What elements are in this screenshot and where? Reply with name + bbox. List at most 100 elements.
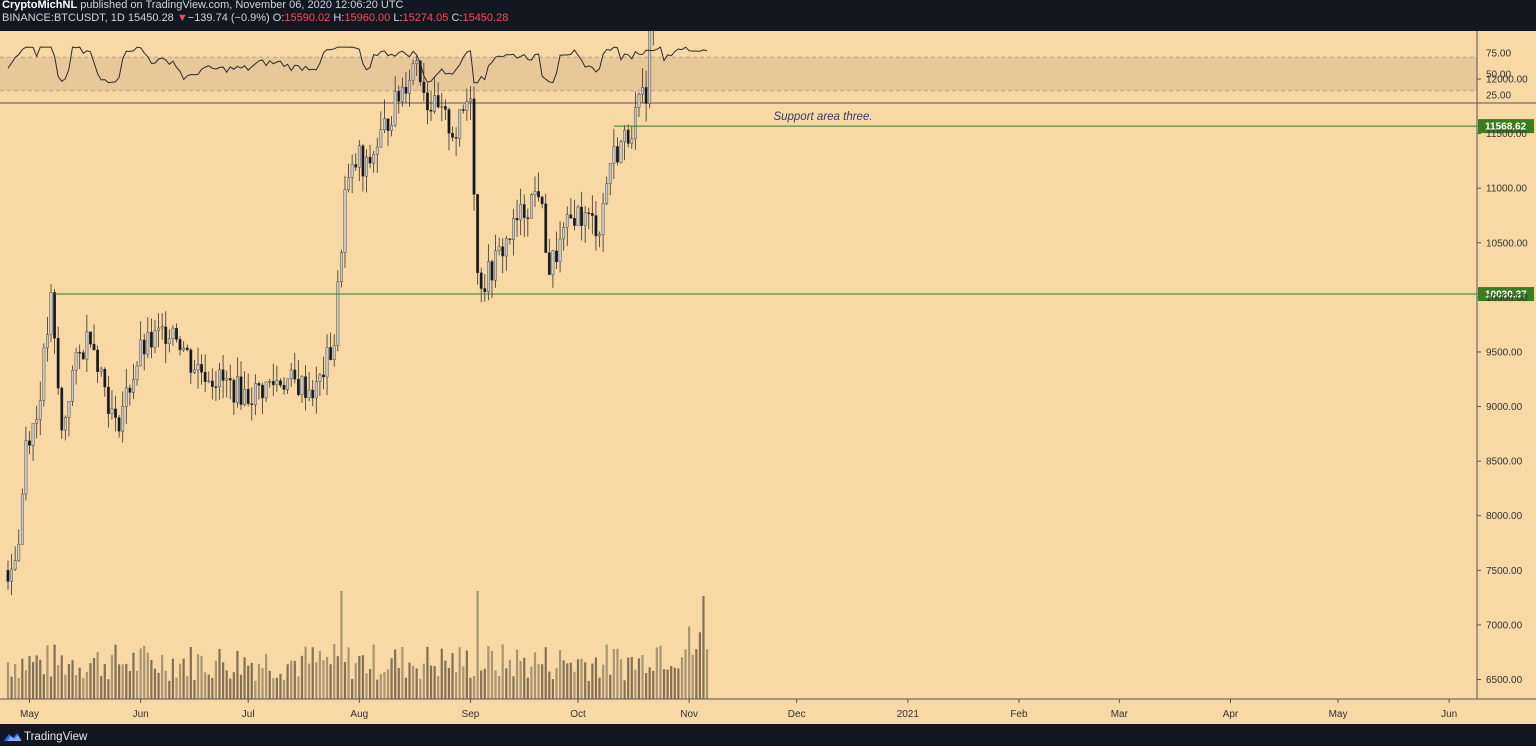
candle-body xyxy=(379,129,383,148)
volume-bar xyxy=(537,663,540,699)
volume-bar xyxy=(254,680,257,699)
author-name[interactable]: CryptoMichNL xyxy=(2,0,78,11)
volume-bar xyxy=(390,658,393,699)
candle-body xyxy=(271,381,275,386)
tradingview-logo-icon[interactable] xyxy=(4,731,22,743)
volume-bar xyxy=(261,668,264,699)
volume-bar xyxy=(526,677,529,699)
volume-bar xyxy=(569,662,572,699)
volume-bar xyxy=(584,662,587,699)
volume-bar xyxy=(164,670,167,699)
candle-body xyxy=(329,347,333,361)
candle-body xyxy=(393,90,397,126)
volume-bar xyxy=(49,676,53,699)
volume-bar xyxy=(515,649,519,699)
candle-body xyxy=(476,194,480,273)
candle-body xyxy=(544,203,548,253)
candle-body xyxy=(357,145,361,168)
candle-body xyxy=(325,347,329,378)
candle-body xyxy=(146,331,150,355)
candle-body xyxy=(71,370,74,402)
volume-bar xyxy=(505,668,508,699)
volume-bar xyxy=(182,658,185,699)
volume-bar xyxy=(157,672,160,699)
candle-body xyxy=(42,347,46,401)
candle-body xyxy=(619,141,623,163)
volume-bar xyxy=(53,644,56,699)
volume-bar xyxy=(591,663,594,699)
candle-body xyxy=(261,384,264,399)
volume-bar xyxy=(645,673,648,699)
volume-bar xyxy=(89,663,92,699)
symbol-label[interactable]: BINANCE:BTCUSDT, 1D xyxy=(2,12,125,24)
price-tick-label: 10000.00 xyxy=(1486,293,1528,304)
candle-body xyxy=(167,338,171,344)
volume-bar xyxy=(225,670,228,699)
candle-body xyxy=(300,376,304,395)
volume-bar xyxy=(110,655,114,699)
volume-bar xyxy=(125,663,128,699)
volume-bar xyxy=(533,652,537,699)
volume-bar xyxy=(544,647,547,699)
candle-body xyxy=(153,330,157,348)
volume-bar xyxy=(562,660,565,699)
volume-bar xyxy=(465,650,468,699)
candle-body xyxy=(469,98,472,102)
candle-body xyxy=(354,164,358,168)
volume-bar xyxy=(204,672,207,699)
candle-body xyxy=(526,217,530,219)
volume-bar xyxy=(114,644,117,699)
volume-bar xyxy=(297,676,300,699)
candle-body xyxy=(458,109,462,139)
volume-bar xyxy=(196,654,200,699)
candle-body xyxy=(185,347,189,351)
candle-body xyxy=(253,383,257,405)
volume-bar xyxy=(616,648,619,699)
volume-bar xyxy=(46,645,49,699)
volume-bar xyxy=(161,654,164,699)
support-price-badge xyxy=(1478,119,1534,134)
volume-bar xyxy=(268,670,271,699)
volume-bar xyxy=(17,678,20,699)
volume-bar xyxy=(293,660,296,699)
candle-body xyxy=(63,417,67,431)
candle-body xyxy=(56,338,60,389)
candle-body xyxy=(282,384,286,390)
volume-bar xyxy=(655,647,658,699)
volume-bar xyxy=(455,672,458,699)
volume-bar xyxy=(343,661,347,699)
candle-body xyxy=(218,369,221,388)
candle-body xyxy=(239,376,243,405)
candle-body xyxy=(490,261,494,281)
volume-bar xyxy=(78,667,81,699)
candle-body xyxy=(332,345,336,361)
candle-body xyxy=(400,86,404,102)
volume-bar xyxy=(573,671,576,699)
tradingview-brand[interactable]: TradingView xyxy=(24,731,88,743)
volume-bar xyxy=(476,591,479,699)
candle-body xyxy=(275,380,279,386)
volume-bar xyxy=(411,665,415,699)
volume-bar xyxy=(329,664,332,699)
volume-bar xyxy=(680,657,684,699)
candle-body xyxy=(103,368,107,388)
time-tick-label: Mar xyxy=(1111,709,1129,720)
volume-bar xyxy=(211,677,214,699)
volume-bar xyxy=(698,632,701,699)
volume-bar xyxy=(171,658,174,699)
volume-bar xyxy=(275,677,278,699)
volume-bar xyxy=(659,645,662,699)
rsi-tick-label: 50.00 xyxy=(1486,70,1511,81)
candle-body xyxy=(336,281,340,346)
volume-bar xyxy=(322,660,325,699)
candle-body xyxy=(189,349,193,373)
candle-body xyxy=(221,369,225,381)
candle-body xyxy=(426,92,429,111)
candle-body xyxy=(114,408,117,418)
volume-bar xyxy=(315,662,318,699)
volume-bar xyxy=(422,663,425,699)
volume-bar xyxy=(121,664,124,699)
candle-body xyxy=(60,387,64,431)
volume-bar xyxy=(419,678,422,699)
